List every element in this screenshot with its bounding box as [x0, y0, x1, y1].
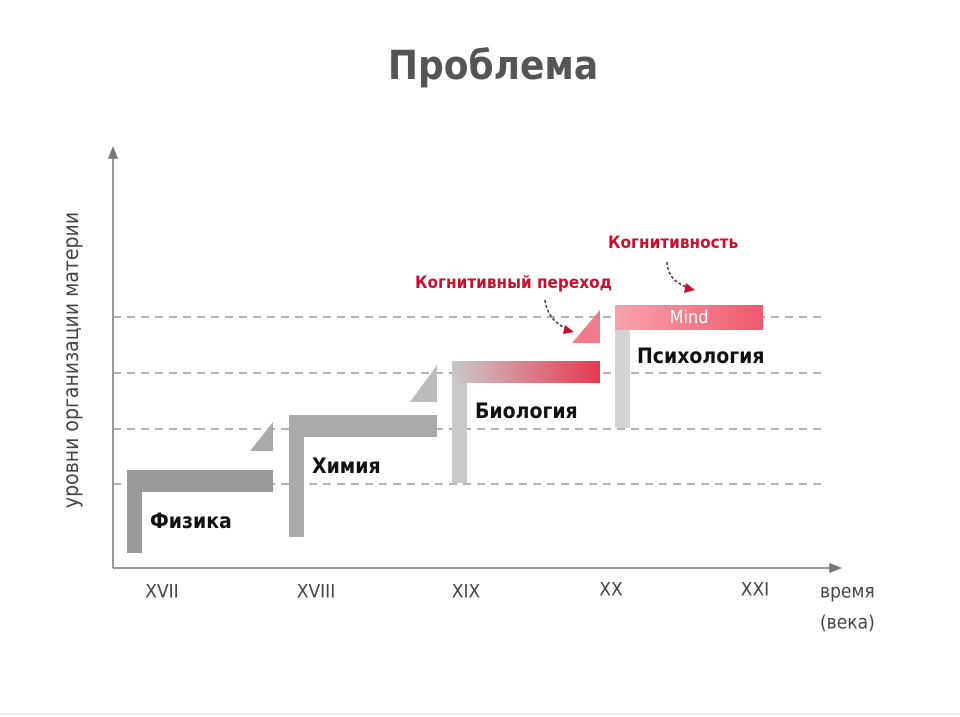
arrow-head [563, 325, 574, 334]
node-label: Психология [637, 344, 764, 368]
annotation: Когнитивный переход [415, 273, 612, 293]
annotation: Когнитивность [608, 233, 738, 253]
x-label: XIX [452, 581, 481, 603]
node-label: Физика [150, 509, 232, 533]
node-label: Биология [475, 399, 578, 423]
title: Проблема [388, 43, 598, 89]
x-label: XVII [145, 581, 178, 603]
transition [250, 422, 273, 451]
x-label: XVIII [297, 581, 336, 603]
mind-label: Mind [669, 307, 708, 328]
arrow-head [684, 283, 695, 293]
x-label: XXI [741, 579, 769, 601]
step-physics [127, 470, 273, 553]
arrow [829, 562, 843, 574]
mind-bar [615, 305, 763, 330]
transition [410, 365, 437, 402]
arrow [107, 145, 119, 159]
step-psychology [615, 305, 630, 428]
node-label: Химия [312, 454, 381, 478]
arrow [544, 299, 571, 331]
step-biology [452, 361, 467, 483]
x-labels: XVII XVIII XIX XX XXI время (века) [145, 579, 874, 634]
axes [107, 145, 843, 574]
y-axis-label: уровни организации материи [59, 212, 83, 508]
arrow [666, 261, 691, 289]
transition [572, 310, 600, 343]
x-label: XX [599, 579, 623, 601]
step-biology [452, 361, 600, 383]
x-axis-title: (века) [820, 612, 875, 634]
x-axis-title: время [820, 581, 875, 603]
grid [113, 316, 825, 485]
step-chemistry [289, 415, 437, 537]
steps [127, 305, 763, 553]
